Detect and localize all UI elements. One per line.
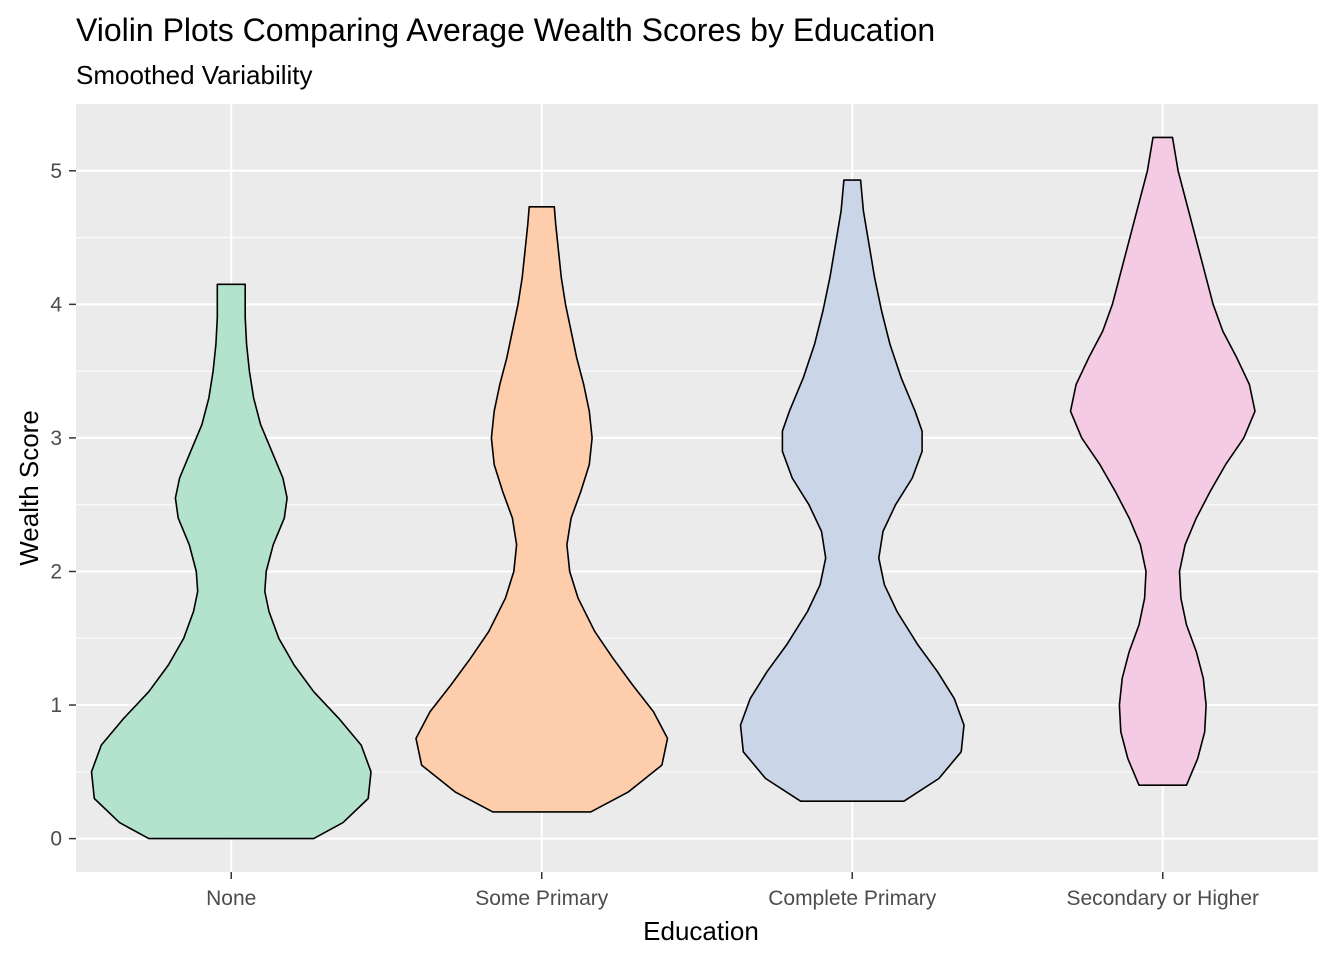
x-tick-label: Some Primary xyxy=(475,887,609,910)
violin-some-primary xyxy=(415,206,669,813)
x-tick-label: Complete Primary xyxy=(768,887,937,910)
violin-secondary-or-higher xyxy=(1069,136,1256,786)
y-tick-label: 1 xyxy=(50,694,62,717)
chart-title: Violin Plots Comparing Average Wealth Sc… xyxy=(76,12,935,48)
violins xyxy=(90,136,1256,840)
x-tick-label: None xyxy=(206,887,256,910)
x-tick-label: Secondary or Higher xyxy=(1066,887,1259,910)
y-tick-label: 5 xyxy=(50,160,62,183)
violin-complete-primary xyxy=(739,179,965,802)
y-tick-label: 2 xyxy=(50,560,62,583)
y-axis: 0 1 2 3 4 5 xyxy=(50,160,76,851)
y-tick-label: 0 xyxy=(50,828,62,851)
y-axis-title: Wealth Score xyxy=(14,410,44,566)
x-axis-title: Education xyxy=(643,916,759,946)
y-tick-label: 4 xyxy=(50,293,62,316)
x-axis: None Some Primary Complete Primary Secondar… xyxy=(206,872,1259,910)
violin-none xyxy=(90,283,372,840)
y-tick-label: 3 xyxy=(50,427,62,450)
chart-subtitle: Smoothed Variability xyxy=(76,60,313,90)
